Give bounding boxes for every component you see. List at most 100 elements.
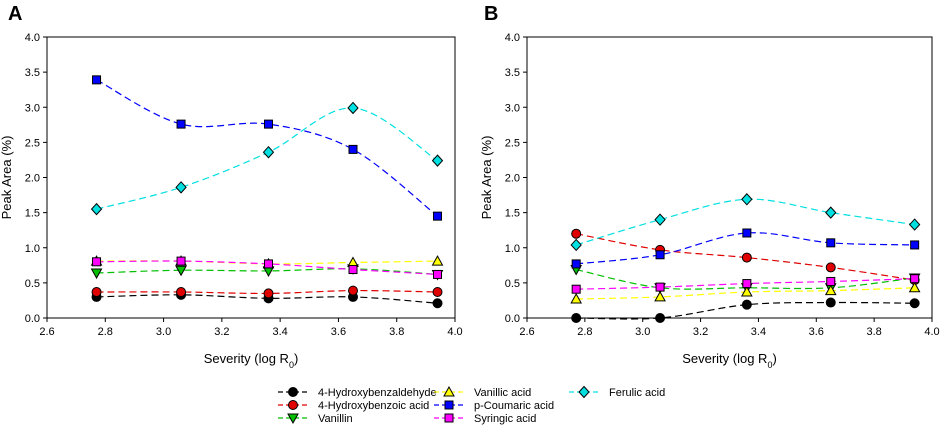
legend-marker-vanillin xyxy=(287,413,299,425)
data-point-4-hydroxybenzaldehyde xyxy=(571,313,582,323)
legend-label-vanillin: Vanillin xyxy=(318,413,353,425)
data-point-ferulic-acid xyxy=(175,181,187,194)
data-point-4-hydroxybenzaldehyde xyxy=(741,299,752,310)
panel-label: A xyxy=(8,3,22,25)
data-point-syringic-acid xyxy=(655,282,665,292)
data-point-4-hydroxybenzaldehyde xyxy=(825,297,836,308)
legend-label-4-hydroxybenzoic-acid: 4-Hydroxybenzoic acid xyxy=(318,400,429,412)
data-point-p-coumaric-acid xyxy=(571,259,581,269)
y-tick-label: 0.0 xyxy=(25,313,40,325)
y-tick-label: 0.5 xyxy=(25,278,40,290)
x-tick-label: 3.8 xyxy=(389,326,404,338)
data-point-p-coumaric-acid xyxy=(826,238,836,248)
series-line-p-coumaric-acid xyxy=(576,232,915,265)
y-tick-label: 1.0 xyxy=(505,243,520,255)
data-point-ferulic-acid xyxy=(654,213,666,226)
data-point-syringic-acid xyxy=(176,256,186,266)
data-point-p-coumaric-acid xyxy=(176,119,186,129)
x-tick-label: 3.0 xyxy=(635,326,650,338)
data-point-p-coumaric-acid xyxy=(910,240,920,250)
data-point-4-hydroxybenzaldehyde xyxy=(909,298,920,309)
legend-marker-4-hydroxybenzaldehyde xyxy=(288,387,298,397)
data-point-4-hydroxybenzoic-acid xyxy=(825,262,836,273)
data-point-syringic-acid xyxy=(92,257,102,267)
legend-label-p-coumaric-acid: p-Coumaric acid xyxy=(474,400,554,412)
series-line-4-hydroxybenzaldehyde xyxy=(96,294,438,304)
y-tick-label: 3.5 xyxy=(25,67,40,79)
legend-label-4-hydroxybenzaldehyde: 4-Hydroxybenzaldehyde xyxy=(318,387,437,399)
data-point-4-hydroxybenzoic-acid xyxy=(741,252,752,263)
x-tick-label: 3.6 xyxy=(331,326,346,338)
legend-label-syringic-acid: Syringic acid xyxy=(474,413,536,425)
data-point-syringic-acid xyxy=(348,265,358,275)
data-point-vanillic-acid xyxy=(824,284,837,296)
data-point-ferulic-acid xyxy=(908,218,921,231)
x-tick-label: 3.6 xyxy=(809,326,824,338)
data-point-syringic-acid xyxy=(742,279,752,289)
data-point-4-hydroxybenzaldehyde xyxy=(655,313,666,323)
series-line-p-coumaric-acid xyxy=(96,79,438,217)
y-tick-label: 1.5 xyxy=(25,208,40,220)
x-tick-label: 3.2 xyxy=(214,326,229,338)
data-point-ferulic-acid xyxy=(347,101,359,115)
x-tick-label: 3.2 xyxy=(693,326,708,338)
data-point-vanillic-acid xyxy=(741,285,753,297)
data-point-p-coumaric-acid xyxy=(433,211,443,221)
x-axis-title: Severity (log R0) xyxy=(682,351,777,370)
legend-label-vanillic-acid: Vanillic acid xyxy=(474,387,531,399)
legend-marker-ferulic-acid xyxy=(578,385,590,399)
y-tick-label: 4.0 xyxy=(505,32,520,44)
panel-label: B xyxy=(484,3,498,25)
y-tick-label: 3.0 xyxy=(25,102,40,114)
legend-label-ferulic-acid: Ferulic acid xyxy=(609,387,665,399)
x-tick-label: 3.4 xyxy=(751,326,766,338)
y-tick-label: 2.0 xyxy=(505,173,520,185)
data-point-syringic-acid xyxy=(910,274,920,284)
data-point-4-hydroxybenzoic-acid xyxy=(263,288,274,299)
data-point-p-coumaric-acid xyxy=(742,228,752,238)
data-point-p-coumaric-acid xyxy=(92,75,102,85)
data-point-syringic-acid xyxy=(826,276,836,286)
series-line-ferulic-acid xyxy=(576,198,915,246)
x-tick-label: 2.6 xyxy=(39,326,54,338)
y-tick-label: 2.5 xyxy=(505,137,520,149)
x-tick-label: 4.0 xyxy=(447,326,462,338)
y-axis-title: Peak Area (%) xyxy=(0,136,14,220)
data-point-4-hydroxybenzaldehyde xyxy=(432,298,443,309)
data-point-4-hydroxybenzoic-acid xyxy=(176,287,187,298)
data-point-ferulic-acid xyxy=(570,238,582,252)
x-tick-label: 2.8 xyxy=(577,326,592,338)
data-point-syringic-acid xyxy=(433,269,443,279)
x-tick-label: 2.6 xyxy=(519,326,534,338)
data-point-4-hydroxybenzoic-acid xyxy=(432,287,443,298)
x-axis-title: Severity (log R0) xyxy=(204,351,299,370)
plot-frame xyxy=(46,36,456,319)
data-point-vanillic-acid xyxy=(570,293,583,304)
data-point-vanillic-acid xyxy=(908,281,921,293)
x-tick-label: 4.0 xyxy=(924,326,939,338)
y-tick-label: 4.0 xyxy=(25,32,40,44)
y-tick-label: 1.0 xyxy=(25,243,40,255)
legend-marker-4-hydroxybenzoic-acid xyxy=(288,400,298,410)
y-axis-title: Peak Area (%) xyxy=(479,136,494,220)
data-point-ferulic-acid xyxy=(262,145,275,159)
y-tick-label: 2.5 xyxy=(25,137,40,149)
data-point-vanillic-acid xyxy=(431,255,444,266)
data-point-ferulic-acid xyxy=(90,202,103,216)
data-point-4-hydroxybenzoic-acid xyxy=(91,287,102,298)
x-tick-label: 3.4 xyxy=(272,326,287,338)
data-point-vanillin xyxy=(90,268,103,280)
y-tick-label: 0.0 xyxy=(505,313,520,325)
y-tick-label: 3.5 xyxy=(505,67,520,79)
x-tick-label: 3.0 xyxy=(156,326,171,338)
data-point-ferulic-acid xyxy=(825,206,837,219)
panel-b: B 2.6 2.8 3.0 3.2 3.4 3.6 3.8 4.0 0.0 0.5 1.0 1.5 2.0… xyxy=(479,3,940,370)
data-point-vanillic-acid xyxy=(654,290,666,302)
data-point-p-coumaric-acid xyxy=(348,144,358,154)
legend-marker-syringic-acid xyxy=(444,413,454,423)
x-tick-label: 3.8 xyxy=(866,326,881,338)
data-point-4-hydroxybenzoic-acid xyxy=(571,228,582,239)
y-tick-label: 2.0 xyxy=(25,173,40,185)
